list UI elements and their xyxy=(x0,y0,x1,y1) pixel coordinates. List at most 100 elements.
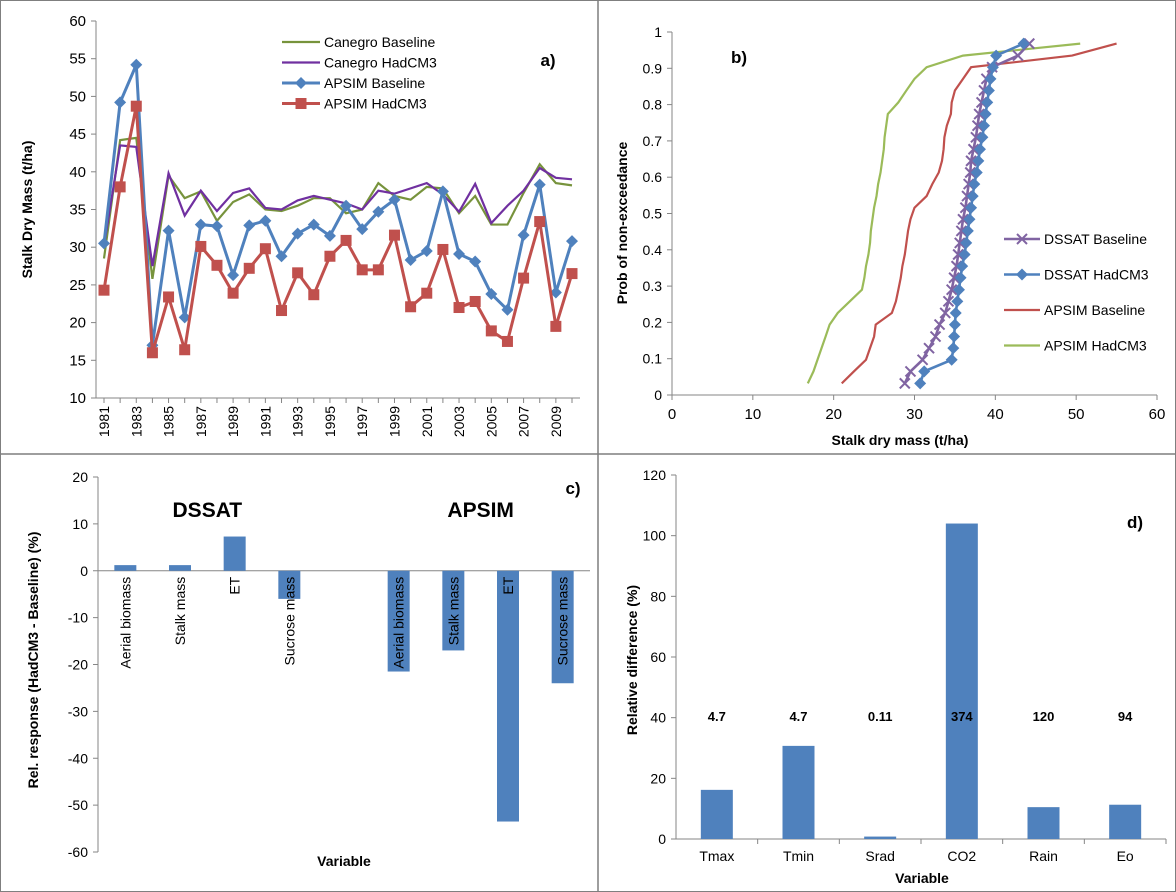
legend-label: APSIM HadCM3 xyxy=(1044,338,1147,354)
category-label: Stalk mass xyxy=(172,577,188,645)
legend-label: DSSAT HadCM3 xyxy=(1044,267,1149,283)
y-tick-label: 100 xyxy=(643,528,667,544)
data-point xyxy=(968,178,981,191)
bar xyxy=(551,570,574,684)
data-point xyxy=(436,185,449,198)
x-tick-label: 20 xyxy=(825,406,842,423)
data-point xyxy=(340,199,353,212)
y-tick-label: 20 xyxy=(650,770,666,786)
data-point xyxy=(942,295,955,308)
category-label: Sucrose mass xyxy=(281,577,297,666)
data-point xyxy=(965,155,977,167)
bar-annotation: 4.7 xyxy=(708,709,726,724)
panel-d: 0 20 40 60 80 100 120 Relative difference (%) Va… xyxy=(624,467,1167,886)
y-tick-label: 35 xyxy=(69,202,86,219)
data-point xyxy=(388,193,401,206)
y-tick-label: 40 xyxy=(69,164,86,181)
data-point xyxy=(485,325,497,337)
data-point xyxy=(421,287,433,299)
data-point xyxy=(954,237,966,249)
data-point xyxy=(916,354,929,366)
data-point xyxy=(1012,49,1024,62)
y-tick-label: 20 xyxy=(69,315,86,332)
category-label: Sucrose mass xyxy=(555,577,571,666)
bar xyxy=(497,570,519,822)
data-point xyxy=(970,131,982,143)
data-point xyxy=(308,289,320,301)
data-point xyxy=(956,260,969,273)
data-point xyxy=(954,271,967,284)
data-point xyxy=(550,320,562,332)
data-point xyxy=(210,220,223,233)
y-tick-label: -40 xyxy=(68,750,88,766)
data-point xyxy=(98,237,110,250)
legend: DSSAT Baseline DSSAT HadCM3 APSIM Baseline… xyxy=(1004,231,1149,354)
data-point xyxy=(420,244,433,257)
panel-label: d) xyxy=(1127,513,1143,532)
y-tick-label: 0.3 xyxy=(643,278,663,294)
series-canegro-hadcm3 xyxy=(102,144,573,267)
y-tick-label: 0.4 xyxy=(643,242,663,258)
data-point xyxy=(948,330,961,343)
y-tick-label: 0.1 xyxy=(643,351,663,367)
x-tick-label: 1985 xyxy=(161,406,177,437)
bar xyxy=(1027,807,1060,839)
y-tick-label: 60 xyxy=(650,649,666,665)
data-point xyxy=(276,305,288,317)
x-tick-label: 1981 xyxy=(96,406,112,437)
data-point xyxy=(976,131,989,144)
data-point xyxy=(933,318,946,331)
data-point xyxy=(324,250,336,262)
data-point xyxy=(965,201,978,214)
y-tick-label: 0.9 xyxy=(643,60,663,76)
legend-marker xyxy=(1016,268,1028,281)
data-point xyxy=(949,306,962,319)
data-point xyxy=(899,377,911,390)
data-point xyxy=(323,229,336,242)
data-point xyxy=(178,311,191,324)
legend-label: Canegro HadCM3 xyxy=(324,55,437,71)
x-tick-label: 10 xyxy=(744,406,761,423)
x-axis-label: Variable xyxy=(895,870,949,886)
data-point xyxy=(952,248,964,261)
y-tick-label: -30 xyxy=(68,703,88,719)
legend-marker xyxy=(1016,233,1028,245)
y-tick-label: 80 xyxy=(650,588,666,604)
data-point xyxy=(939,307,951,319)
data-point xyxy=(923,342,935,354)
data-point xyxy=(372,264,384,276)
data-point xyxy=(549,286,562,299)
bar xyxy=(700,789,733,839)
data-point xyxy=(275,250,288,263)
y-tick-label: -60 xyxy=(68,844,88,860)
series-apsim-hadcm3 xyxy=(806,42,1081,384)
y-tick-label: 40 xyxy=(650,710,666,726)
data-point xyxy=(501,335,513,347)
x-tick-label: 2009 xyxy=(548,406,564,437)
bar-annotation: 120 xyxy=(1033,709,1055,724)
data-point xyxy=(966,190,979,203)
y-tick-label: 0.2 xyxy=(643,314,663,330)
data-point xyxy=(517,229,530,242)
data-point xyxy=(973,143,986,156)
data-point xyxy=(130,100,142,112)
data-point xyxy=(227,269,240,282)
x-tick-label: CO2 xyxy=(947,848,976,864)
data-point xyxy=(947,342,960,355)
x-axis-label: Stalk dry mass (t/ha) xyxy=(832,432,969,448)
series-line xyxy=(102,144,573,267)
series-canegro-baseline xyxy=(102,136,573,280)
data-point xyxy=(163,291,175,303)
bar xyxy=(1109,804,1142,839)
data-point xyxy=(114,96,127,109)
category-label: Aerial biomass xyxy=(391,577,407,669)
data-point xyxy=(518,272,530,284)
legend-label: APSIM Baseline xyxy=(324,75,425,91)
y-tick-label: 0 xyxy=(654,387,662,403)
data-point xyxy=(945,284,958,296)
panel-label: c) xyxy=(565,479,580,498)
x-tick-label: Srad xyxy=(865,848,895,864)
category-label: ET xyxy=(500,576,516,594)
data-point xyxy=(501,303,514,316)
bar xyxy=(278,570,301,599)
